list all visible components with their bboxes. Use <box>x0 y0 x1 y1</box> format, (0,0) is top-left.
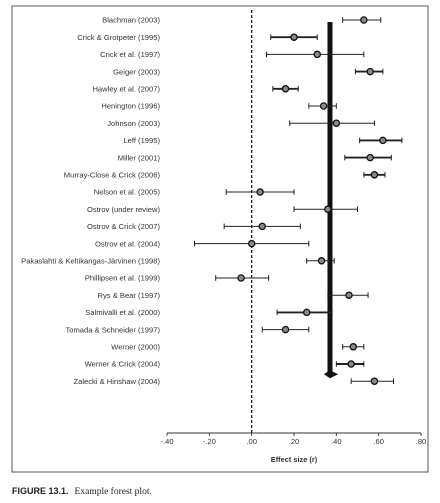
x-tick-label: .80 <box>416 437 427 446</box>
study-label: Ostrov (under review) <box>87 205 160 214</box>
study-label: Phillipsen et al. (1999) <box>85 274 161 283</box>
effect-size-point <box>347 360 355 368</box>
effect-size-point <box>302 308 311 317</box>
study-label: Tomada & Schneider (1997) <box>65 325 160 334</box>
x-tick-label: .20 <box>289 437 300 446</box>
effect-size-point <box>237 274 245 282</box>
study-row: Leff (1995) <box>123 136 403 145</box>
study-label: Rys & Bear (1997) <box>98 291 161 300</box>
x-axis: -.40 -.20 .00 .20 .40 .60 .80 <box>160 432 427 446</box>
study-label: Hawley et al. (2007) <box>92 85 160 94</box>
study-label: Crick & Grotpeter (1995) <box>77 33 160 42</box>
study-row: Crick & Grotpeter (1995) <box>77 33 318 42</box>
x-tick-label: .40 <box>331 437 342 446</box>
effect-size-point <box>290 33 298 41</box>
study-label: Blachman (2003) <box>102 16 160 25</box>
x-tick-label: .00 <box>246 437 257 446</box>
study-row: Tomada & Schneider (1997) <box>65 325 310 334</box>
study-label: Ostrov et al. (2004) <box>95 239 160 248</box>
study-row: Ostrov & Crick (2007) <box>87 222 301 231</box>
figure-number: FIGURE 13.1. <box>12 486 69 496</box>
study-rows: Blachman (2003) Crick & Grotpeter (1995) C… <box>21 10 403 433</box>
effect-size-point <box>349 343 358 351</box>
effect-size-point <box>366 67 374 76</box>
study-label: Nelson et al. (2005) <box>94 188 161 197</box>
study-label: Werner (2000) <box>111 343 160 352</box>
effect-size-point <box>313 50 322 59</box>
effect-size-point <box>370 171 379 179</box>
effect-size-point <box>360 16 368 24</box>
study-row: Zalecki & Hinshaw (2004) <box>73 377 394 386</box>
study-row: Phillipsen et al. (1999) <box>85 274 270 283</box>
study-label: Geiger (2003) <box>113 67 160 76</box>
effect-size-point <box>345 291 353 299</box>
x-tick-label: -.40 <box>160 437 173 446</box>
effect-size-point <box>366 153 374 162</box>
study-row: Salmivalli et al. (2000) <box>85 308 333 317</box>
effect-size-point <box>281 85 290 93</box>
study-row: Henington (1996) <box>101 102 337 111</box>
figure-caption-text: Example forest plot. <box>74 487 152 497</box>
effect-size-point <box>379 136 387 145</box>
effect-size-point <box>319 102 328 110</box>
figure-caption: FIGURE 13.1. Example forest plot. <box>12 486 152 497</box>
effect-size-point <box>281 325 290 334</box>
study-label: Murray-Close & Crick (2006) <box>64 171 161 180</box>
study-row: Murray-Close & Crick (2006) <box>64 171 386 180</box>
x-axis-label: Effect size (r) <box>271 455 318 464</box>
study-label: Pakaslahti & Keltikangas-Järvinen (1998) <box>21 257 160 266</box>
study-label: Henington (1996) <box>101 102 160 111</box>
study-row: Blachman (2003) <box>102 16 382 25</box>
effect-size-point <box>324 205 332 213</box>
study-row: Hawley et al. (2007) <box>92 85 299 94</box>
study-row: Pakaslahti & Keltikangas-Järvinen (1998) <box>21 257 335 266</box>
study-label: Leff (1995) <box>123 136 160 145</box>
study-row: Rys & Bear (1997) <box>98 291 369 300</box>
effect-size-point <box>332 119 341 127</box>
study-label: Zalecki & Hinshaw (2004) <box>73 377 160 386</box>
study-label: Salmivalli et al. (2000) <box>85 308 160 317</box>
study-row: Werner (2000) <box>111 343 365 352</box>
study-label: Ostrov & Crick (2007) <box>87 222 160 231</box>
study-label: Johnson (2003) <box>107 119 160 128</box>
effect-size-point <box>256 188 264 196</box>
study-row: Werner & Crick (2004) <box>85 360 365 369</box>
x-tick-label: .60 <box>373 437 384 446</box>
plot-frame <box>11 5 429 473</box>
study-row: Miller (2001) <box>118 153 392 162</box>
study-label: Crick et al. (1997) <box>100 50 160 59</box>
study-label: Werner & Crick (2004) <box>85 360 161 369</box>
study-label: Miller (2001) <box>118 153 161 162</box>
study-row: Crick et al. (1997) <box>100 50 365 59</box>
effect-size-point <box>317 257 326 265</box>
effect-size-point <box>247 239 256 248</box>
study-row: Ostrov et al. (2004) <box>95 239 310 248</box>
study-row: Ostrov (under review) <box>87 205 358 214</box>
study-row: Nelson et al. (2005) <box>94 188 295 197</box>
study-row: Johnson (2003) <box>107 119 375 128</box>
effect-size-point <box>258 222 266 231</box>
effect-size-point <box>370 377 379 385</box>
x-tick-label: -.20 <box>203 437 216 446</box>
study-row: Geiger (2003) <box>113 67 384 76</box>
summary-diamond <box>323 370 339 379</box>
